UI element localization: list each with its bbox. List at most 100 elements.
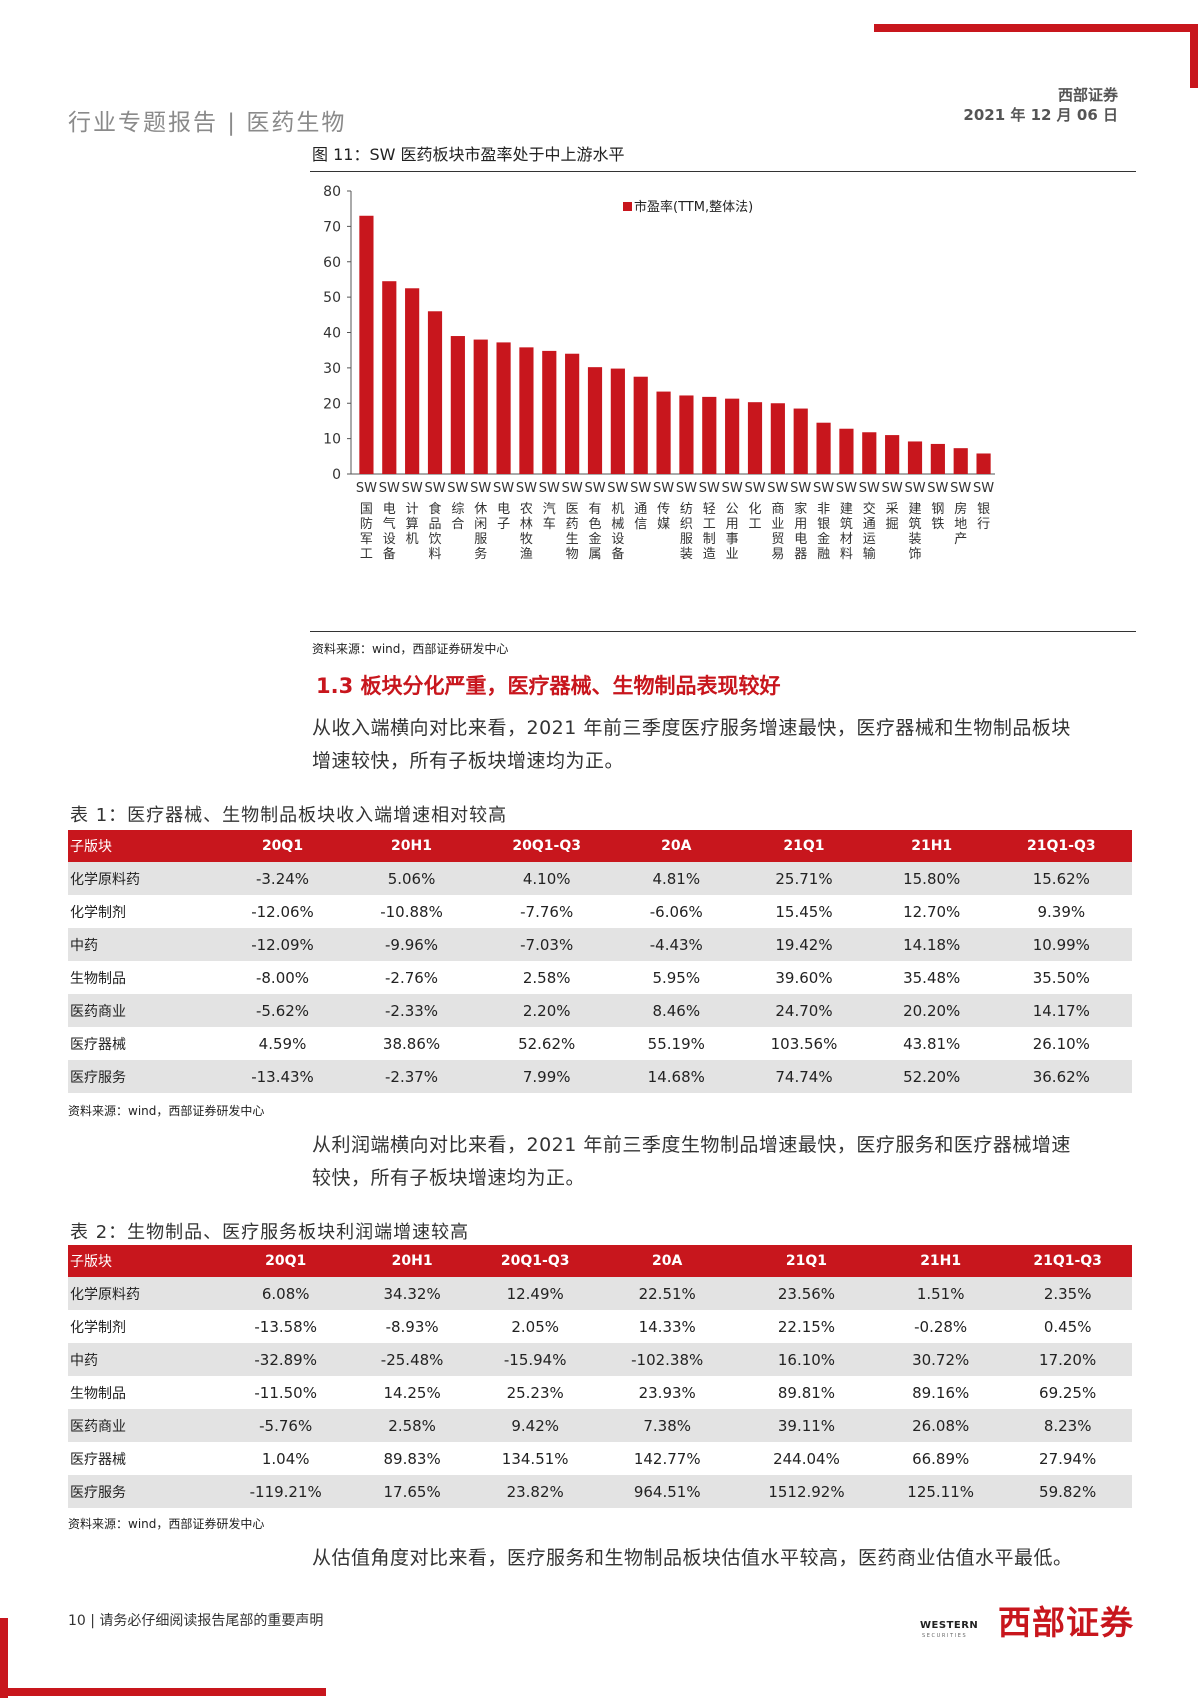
table-cell: 4.81% (617, 862, 736, 895)
table1-header-cell: 21H1 (872, 830, 991, 862)
table-cell: 2.58% (522, 968, 571, 987)
company-logo: 西部证券 (998, 1603, 1134, 1642)
corner-decoration-bottom-v (0, 1618, 8, 1698)
table-cell: 0.45% (1043, 1317, 1092, 1336)
x-tick-label: SW 钢铁 (927, 481, 948, 532)
bar (976, 453, 991, 474)
table-cell: 8.46% (617, 994, 736, 1027)
row-label: 医疗服务 (68, 1060, 218, 1093)
table1-source: 资料来源：wind，西部证券研发中心 (68, 1104, 265, 1118)
table-cell: 34.32% (353, 1277, 471, 1310)
table-cell: 38.86% (382, 1034, 441, 1053)
figure-title: 图 11：SW 医药板块市盈率处于中上游水平 (312, 145, 625, 164)
table2-header-row: 子版块 20Q1 20H1 20Q1-Q3 20A 21Q1 21H1 21Q1-Q3 (68, 1245, 1132, 1277)
table-cell: 10.99% (990, 928, 1132, 961)
table1-header-cell: 子版块 (68, 830, 218, 862)
row-label: 中药 (68, 928, 218, 961)
table-row: 医疗服务 -119.21% 17.65% 23.82% 964.51% 1512.92% 1… (68, 1475, 1132, 1508)
table-row: 医疗器械 1.04% 89.83% 134.51% 142.77% 244.04% 66.8… (68, 1442, 1132, 1475)
table-cell: 52.20% (872, 1060, 991, 1093)
table-cell: 89.83% (383, 1449, 441, 1468)
bar (382, 281, 397, 474)
table1-title: 表 1：医疗器械、生物制品板块收入端增速相对较高 (70, 805, 508, 826)
table-cell: 1.51% (878, 1277, 1004, 1310)
x-tick-label: SW 计算机 (402, 481, 423, 547)
table-cell: -6.06% (649, 902, 703, 921)
table-cell: -12.06% (251, 902, 314, 921)
table-cell: 22.15% (777, 1317, 836, 1336)
table-cell: 23.56% (734, 1277, 879, 1310)
table-cell: -13.58% (254, 1317, 317, 1336)
y-tick-label: 0 (332, 467, 341, 483)
row-label: 医疗器械 (70, 1451, 126, 1468)
table-cell: -102.38% (599, 1343, 735, 1376)
x-tick-label: SW 休闲服务 (470, 481, 491, 562)
table-cell: -13.43% (218, 1060, 348, 1093)
report-date: 2021 年 12 月 06 日 (963, 106, 1118, 124)
table-row: 化学制剂 -12.06% -10.88% -7.76% -6.06% 15.45% 12.7… (68, 895, 1132, 928)
table-cell: 16.10% (734, 1343, 879, 1376)
bar (565, 353, 580, 474)
x-tick-label: SW 化工 (744, 481, 765, 532)
table-cell: -2.37% (347, 1060, 477, 1093)
table-cell: -15.94% (470, 1343, 600, 1376)
table-cell: 23.93% (638, 1383, 696, 1402)
row-label: 化学制剂 (70, 904, 126, 921)
x-tick-label: SW 家用电器 (790, 481, 811, 562)
table-cell: 35.48% (903, 968, 961, 987)
table-cell: 74.74% (735, 1060, 873, 1093)
paragraph-revenue-line2: 增速较快，所有子板块增速均为正。 (312, 750, 625, 772)
y-tick-label: 20 (323, 396, 341, 412)
bar (542, 350, 557, 474)
x-tick-label: SW 传媒 (653, 481, 674, 532)
bar (610, 368, 625, 474)
table-row: 生物制品 -8.00% -2.76% 2.58% 5.95% 39.60% 35.48% 35… (68, 961, 1132, 994)
figure-source: 资料来源：wind，西部证券研发中心 (312, 642, 509, 656)
x-tick-label: SW 机械设备 (607, 481, 628, 562)
y-tick-label: 30 (323, 361, 341, 377)
table-cell: 30.72% (878, 1343, 1004, 1376)
y-tick-label: 70 (323, 219, 341, 235)
row-label: 医疗服务 (68, 1475, 218, 1508)
bar (679, 395, 694, 474)
bar (839, 428, 854, 474)
x-tick-label: SW 银行 (973, 481, 994, 532)
table-cell: 66.89% (912, 1449, 970, 1468)
paragraph-profit-line2: 较快，所有子板块增速均为正。 (312, 1167, 586, 1189)
x-tick-label: SW 纺织服装 (676, 481, 697, 562)
table-cell: 7.38% (599, 1409, 735, 1442)
corner-decoration-top-v (1190, 24, 1198, 88)
row-label: 化学原料药 (68, 862, 218, 895)
paragraph-valuation: 从估值角度对比来看，医疗服务和生物制品板块估值水平较高，医药商业估值水平最低。 (312, 1547, 1073, 1569)
table-cell: -9.96% (347, 928, 477, 961)
table2-title: 表 2：生物制品、医疗服务板块利润端增速较高 (70, 1222, 470, 1243)
table-cell: 2.05% (511, 1317, 559, 1336)
table-cell: 1512.92% (734, 1475, 879, 1508)
table-cell: -12.09% (218, 928, 348, 961)
bar (907, 441, 923, 474)
x-tick-label: SW 商业贸易 (767, 481, 788, 562)
table-cell: 964.51% (599, 1475, 735, 1508)
bar (770, 403, 785, 474)
table-cell: 17.20% (1003, 1343, 1132, 1376)
x-tick-label: SW 食品饮料 (424, 481, 445, 562)
bar (793, 408, 808, 474)
x-tick-label: SW 建筑装饰 (904, 481, 925, 562)
table-cell: 5.95% (652, 968, 701, 987)
row-label: 化学原料药 (68, 1277, 218, 1310)
bar (587, 367, 603, 474)
x-tick-label: SW 交通运输 (859, 481, 880, 562)
table-cell: 39.60% (775, 968, 833, 987)
x-tick-label: SW 综合 (447, 481, 468, 532)
bar (747, 402, 763, 474)
table-cell: 9.42% (470, 1409, 600, 1442)
table-cell: 25.23% (506, 1383, 564, 1402)
table-cell: 1.04% (261, 1449, 310, 1468)
table-cell: -10.88% (380, 902, 443, 921)
report-category: 行业专题报告 | 医药生物 (68, 110, 347, 136)
row-label: 生物制品 (70, 970, 126, 987)
x-tick-label: SW 非银金融 (813, 481, 834, 562)
table-cell: 17.65% (353, 1475, 471, 1508)
table-cell: 19.42% (735, 928, 873, 961)
bar (427, 311, 443, 474)
